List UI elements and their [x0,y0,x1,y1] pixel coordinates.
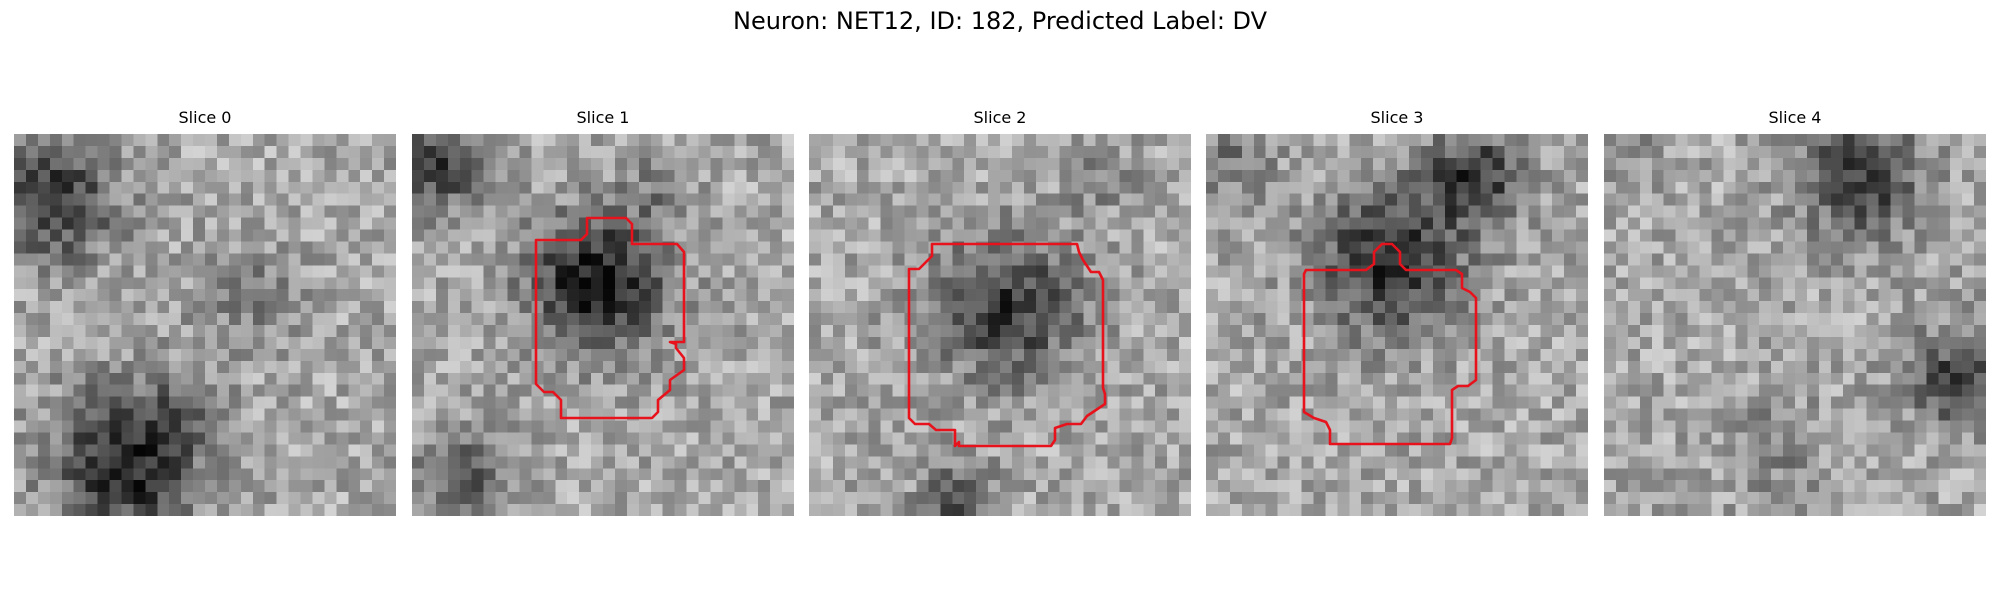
slice-title: Slice 4 [1768,108,1822,127]
slice-image [14,134,396,516]
slice-image [809,134,1191,516]
slice-image [1206,134,1588,516]
slice-title: Slice 2 [973,108,1027,127]
slice-image [1604,134,1986,516]
slice-title: Slice 0 [178,108,232,127]
slice-image [412,134,794,516]
slice-title: Slice 1 [576,108,630,127]
slice-title: Slice 3 [1370,108,1424,127]
figure-title: Neuron: NET12, ID: 182, Predicted Label:… [732,7,1268,35]
